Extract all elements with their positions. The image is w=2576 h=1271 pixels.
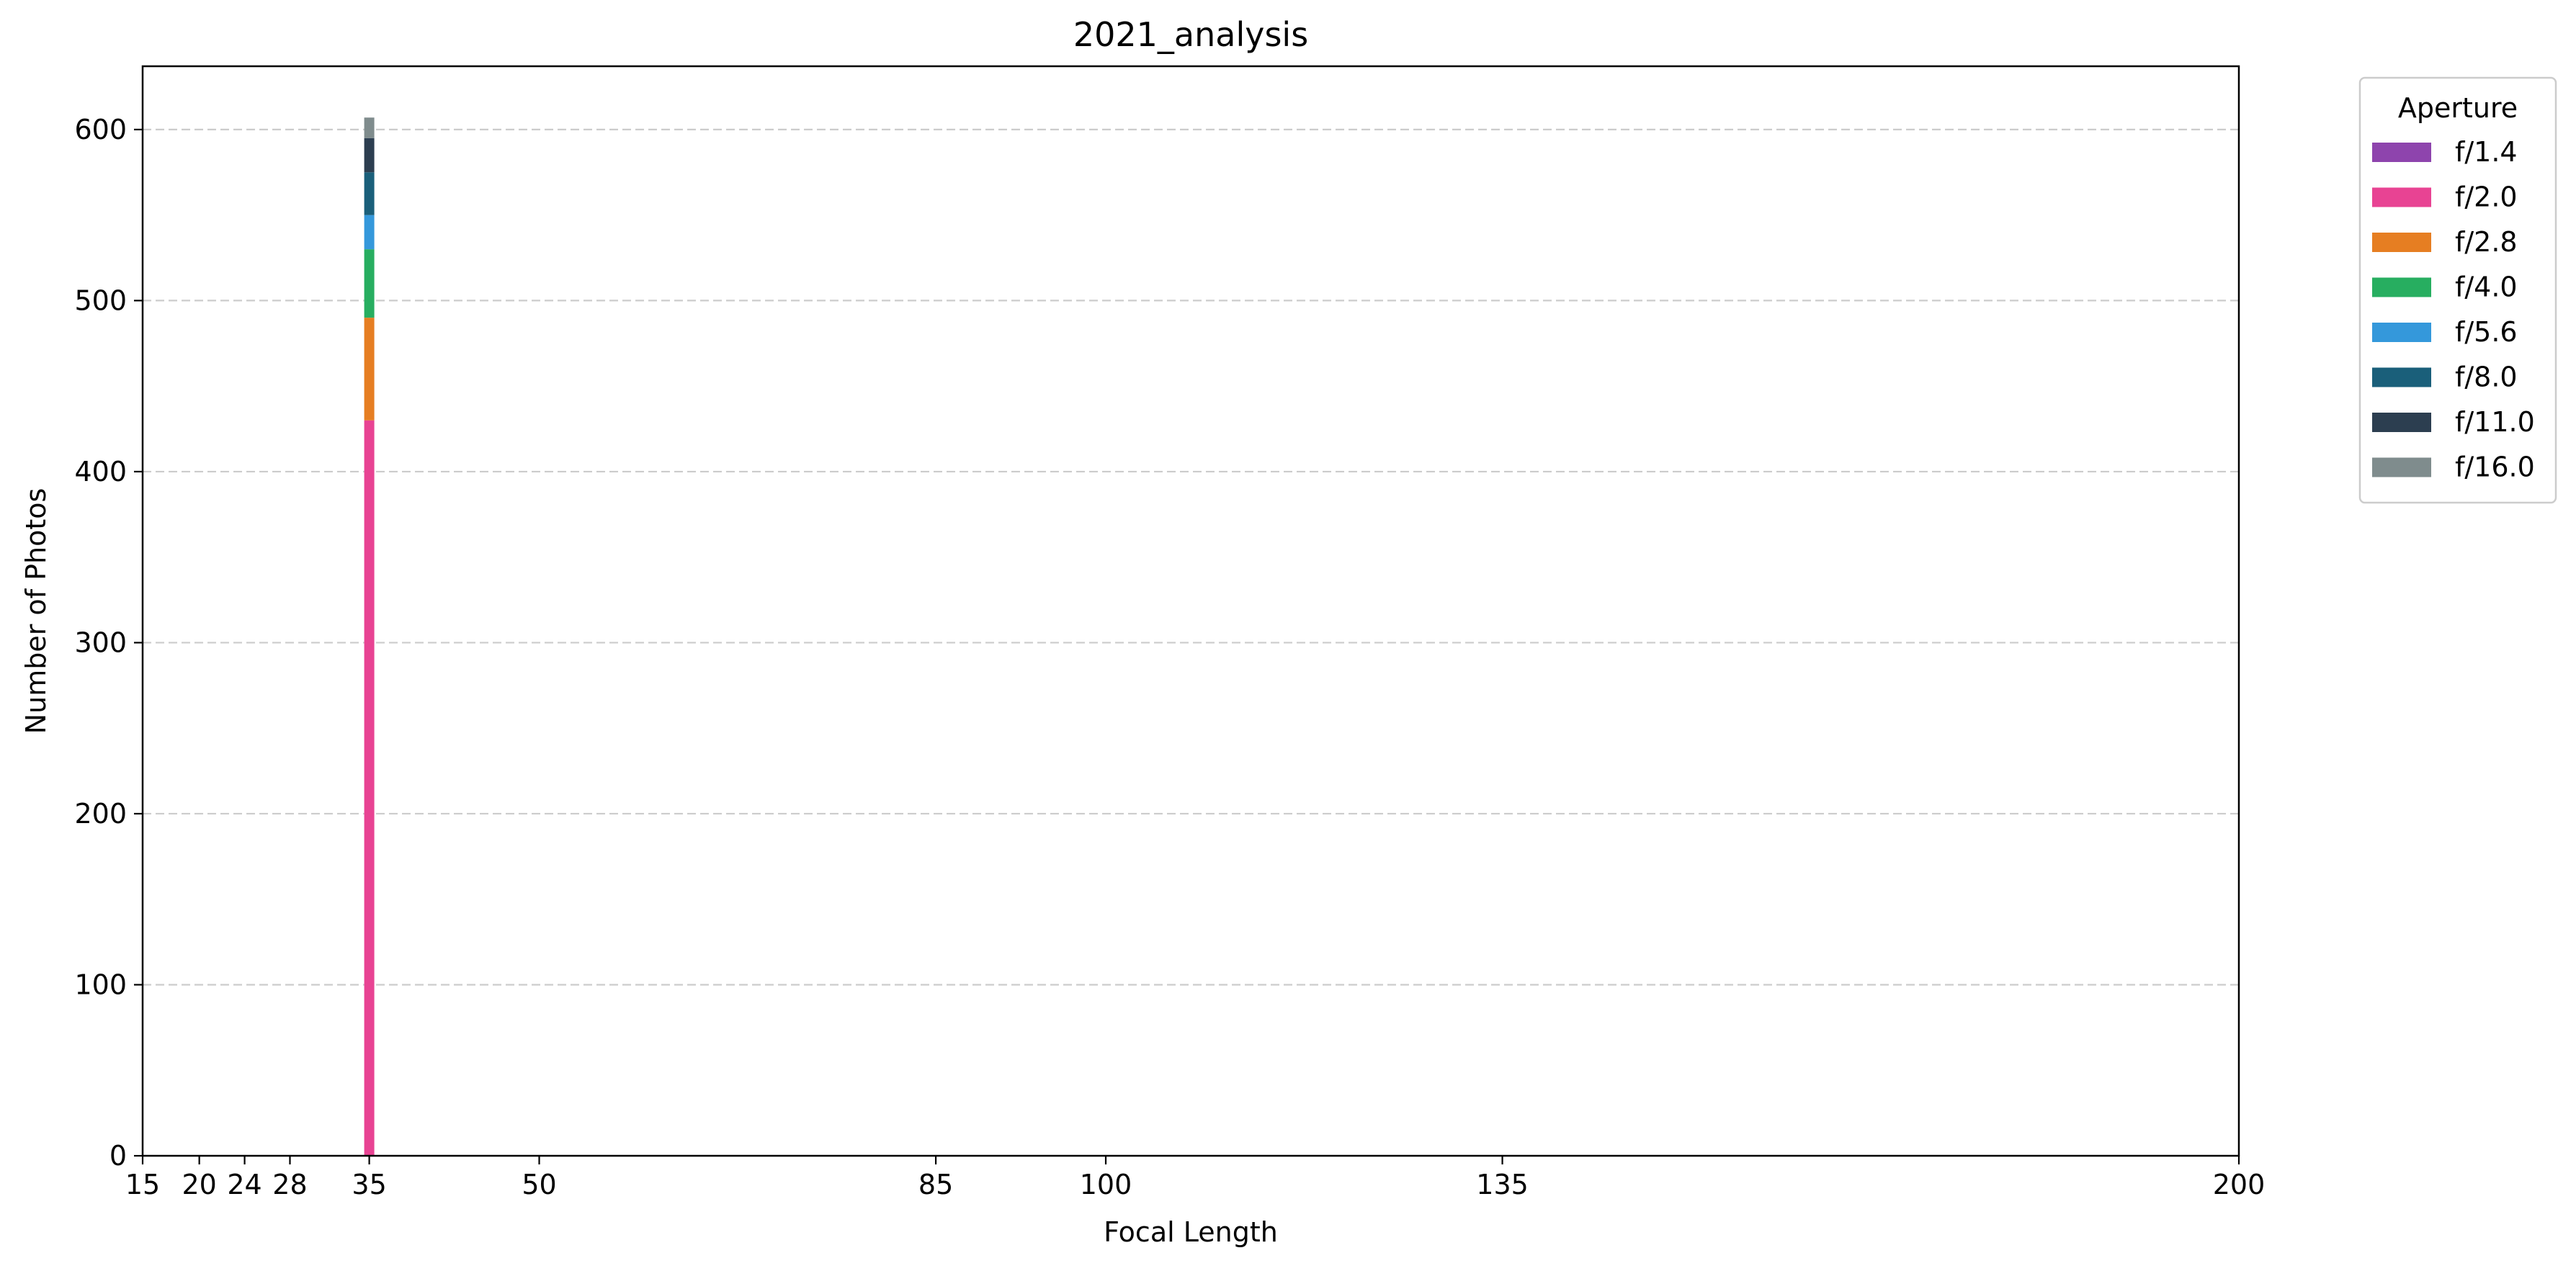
legend-swatch: [2372, 187, 2431, 207]
legend: Aperture f/1.4f/2.0f/2.8f/4.0f/5.6f/8.0f…: [2358, 76, 2557, 504]
plot-frame: [141, 65, 2240, 1157]
legend-swatch: [2372, 233, 2431, 252]
legend-label: f/2.0: [2455, 181, 2518, 213]
x-tick-label: 100: [1080, 1169, 1132, 1200]
x-axis-ticks: 15 20 24 28 35 50 85 100 135 200: [125, 1156, 2265, 1200]
x-tick-label: 35: [352, 1169, 386, 1200]
y-axis-label: Number of Photos: [20, 488, 52, 735]
x-axis-label: Focal Length: [1104, 1216, 1278, 1248]
bar-segment-f-5-6: [364, 215, 375, 250]
legend-swatch: [2372, 143, 2431, 162]
x-tick-label: 28: [272, 1169, 307, 1200]
grid-lines: [143, 128, 2239, 986]
y-tick-label: 100: [74, 969, 127, 1000]
bar-segment-f-2-8: [364, 318, 375, 421]
y-tick-label: 400: [74, 456, 127, 488]
x-tick-label: 200: [2213, 1169, 2266, 1200]
legend-swatch: [2372, 457, 2431, 477]
y-tick-label: 200: [74, 798, 127, 830]
chart-title: 2021_analysis: [1073, 15, 1308, 54]
legend-label: f/16.0: [2455, 452, 2535, 483]
legend-label: f/8.0: [2455, 361, 2518, 393]
x-tick-label: 15: [125, 1169, 160, 1200]
x-tick-label: 85: [918, 1169, 953, 1200]
legend-swatch: [2372, 277, 2431, 297]
bar-segment-f-11-0: [364, 138, 375, 173]
legend-title: Aperture: [2398, 92, 2518, 124]
legend-swatch: [2372, 413, 2431, 432]
bar-segment-f-16-0: [364, 117, 375, 138]
legend-label: f/11.0: [2455, 406, 2535, 438]
bar-segment-f-2-0: [364, 420, 375, 1156]
legend-label: f/1.4: [2455, 136, 2518, 168]
legend-label: f/5.6: [2455, 316, 2518, 348]
y-tick-label: 0: [109, 1140, 127, 1172]
legend-box: [2358, 76, 2557, 504]
y-tick-label: 600: [74, 114, 127, 145]
x-tick-label: 135: [1476, 1169, 1529, 1200]
y-tick-label: 500: [74, 284, 127, 316]
y-axis-ticks: 0 100 200 300 400 500 600: [74, 114, 143, 1172]
x-tick-label: 24: [227, 1169, 261, 1200]
bar-segment-f-8-0: [364, 172, 375, 215]
bars: [364, 117, 375, 1156]
legend-label: f/4.0: [2455, 271, 2518, 303]
legend-label: f/2.8: [2455, 226, 2518, 258]
bar-segment-f-4-0: [364, 249, 375, 318]
legend-items: f/1.4 f/2.0 f/2.8 f/4.0 f/5.6 f/8.0 f/11.0 f/16…: [2372, 136, 2535, 483]
y-tick-label: 300: [74, 626, 127, 658]
x-tick-label: 50: [522, 1169, 556, 1200]
legend-swatch: [2372, 323, 2431, 342]
legend-swatch: [2372, 367, 2431, 387]
x-tick-label: 20: [182, 1169, 216, 1200]
